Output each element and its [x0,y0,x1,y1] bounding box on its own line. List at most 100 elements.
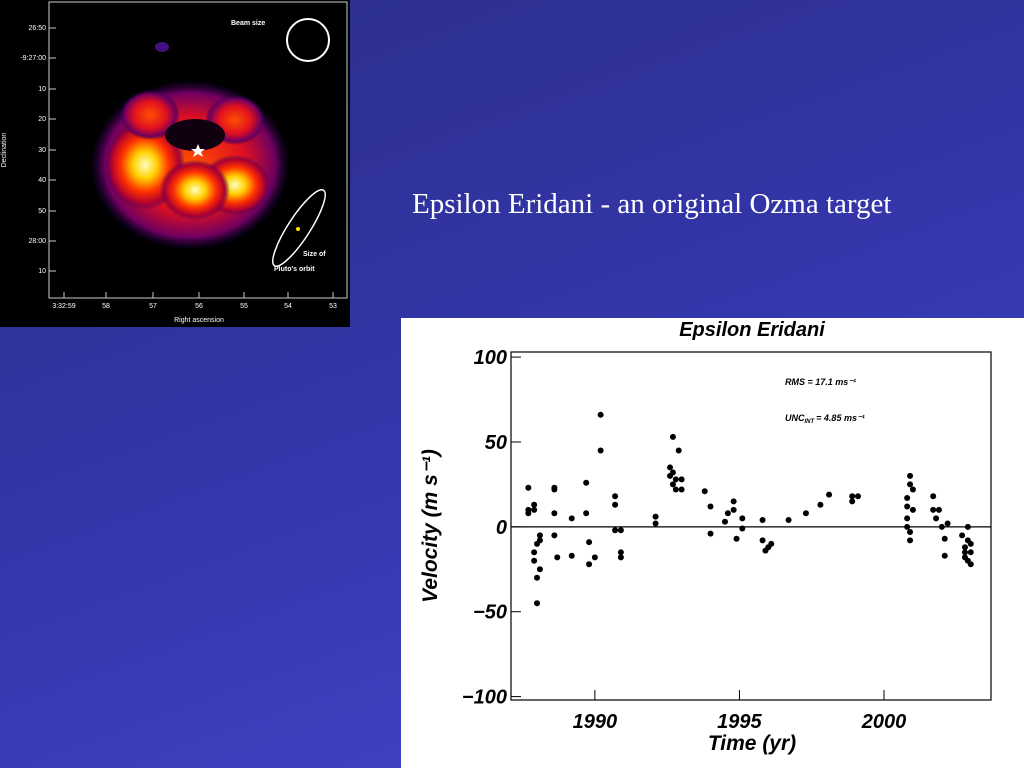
chart-background [401,318,1024,768]
star-marker [191,144,205,157]
data-point [967,540,974,547]
map-y-tick-label: 26:50 [28,25,46,32]
y-tick-label: 0 [496,517,507,539]
map-y-tick-label: 50 [38,208,46,215]
annotation-part: = 4.85 ms⁻¹ [816,413,865,423]
data-point [554,554,561,561]
data-point [531,549,538,556]
map-y-label: Declination [1,133,8,168]
plot-frame [510,351,992,701]
data-point [930,493,937,500]
data-point [669,469,676,476]
x-axis-label: Time (yr) [708,732,796,755]
data-point [678,486,685,493]
orbit-label: Pluto's orbit [274,266,315,273]
map-y-tick-label: -9:27:00 [20,55,46,62]
data-point [938,523,945,530]
data-point [707,530,714,537]
y-tick-label: −100 [462,687,507,709]
map-x-tick-label: 53 [329,303,337,310]
map-y-tick-label: 28:00 [28,238,46,245]
map-y-tick-label: 30 [38,147,46,154]
map-y-tick-label: 40 [38,177,46,184]
data-point [964,523,971,530]
y-tick-label: 50 [485,432,507,454]
data-point [612,527,619,534]
data-point [536,532,543,539]
map-y-tick-label: 10 [38,86,46,93]
data-point [941,535,948,542]
data-point [759,517,766,524]
data-point [959,532,966,539]
data-point [967,549,974,556]
beam-label: Beam size [231,20,265,27]
data-point [817,501,824,508]
data-point [531,501,538,508]
data-point [534,600,541,607]
y-tick-label: −50 [473,602,507,624]
data-point [612,501,619,508]
map-x-label: Right ascension [174,317,224,324]
map-y-tick-label: 20 [38,116,46,123]
y-axis-label: Velocity (m s⁻¹) [419,449,442,603]
data-point [612,493,619,500]
data-point [652,520,659,527]
map-x-tick-label: 57 [149,303,157,310]
data-point [961,544,968,551]
data-point [525,510,532,517]
emission-blobs [90,42,290,250]
annotation-part: INT [805,419,816,425]
data-point [961,549,968,556]
data-point [730,498,737,505]
data-point [675,447,682,454]
data-point [536,566,543,573]
chart-title: Epsilon Eridani [679,319,825,341]
data-point [591,554,598,561]
data-point [534,574,541,581]
map-x-tick-label: 54 [284,303,292,310]
data-point [583,510,590,517]
slide-title: Epsilon Eridani - an original Ozma targe… [412,188,892,220]
data-point [525,484,532,491]
data-point [583,479,590,486]
sun-dot [296,227,300,231]
map-x-tick-label: 58 [102,303,110,310]
data-point [568,515,575,522]
x-tick-label: 1995 [717,711,762,733]
data-point [907,472,914,479]
data-point [907,481,914,488]
data-point [678,476,685,483]
data-point [701,488,708,495]
data-point [904,503,911,510]
data-point [669,433,676,440]
map-x-tick-label: 3:32:59 [52,303,75,310]
data-point [802,510,809,517]
data-point [551,510,558,517]
data-point [672,476,679,483]
map-x-tick-label: 56 [195,303,203,310]
data-point [933,515,940,522]
annotation: UNCINT = 4.85 ms⁻¹ [785,413,865,425]
annotation-part: UNC [785,413,805,423]
data-point [531,557,538,564]
x-tick-label: 2000 [861,711,907,733]
data-point [669,481,676,488]
data-point [904,494,911,501]
data-point [597,411,604,418]
data-point [707,503,714,510]
data-point [909,506,916,513]
velocity-chart: Epsilon Eridani Time (yr) Velocity (m s⁻… [401,318,1024,768]
pluto-orbit [272,189,326,267]
data-point [935,506,942,513]
data-point [967,561,974,568]
data-point [907,528,914,535]
orbit-label: Size of [303,251,326,258]
data-point [759,537,766,544]
data-point [785,517,792,524]
data-point [854,493,861,500]
data-point [586,561,593,568]
map-x-tick-label: 55 [240,303,248,310]
data-point [586,539,593,546]
data-point [730,506,737,513]
